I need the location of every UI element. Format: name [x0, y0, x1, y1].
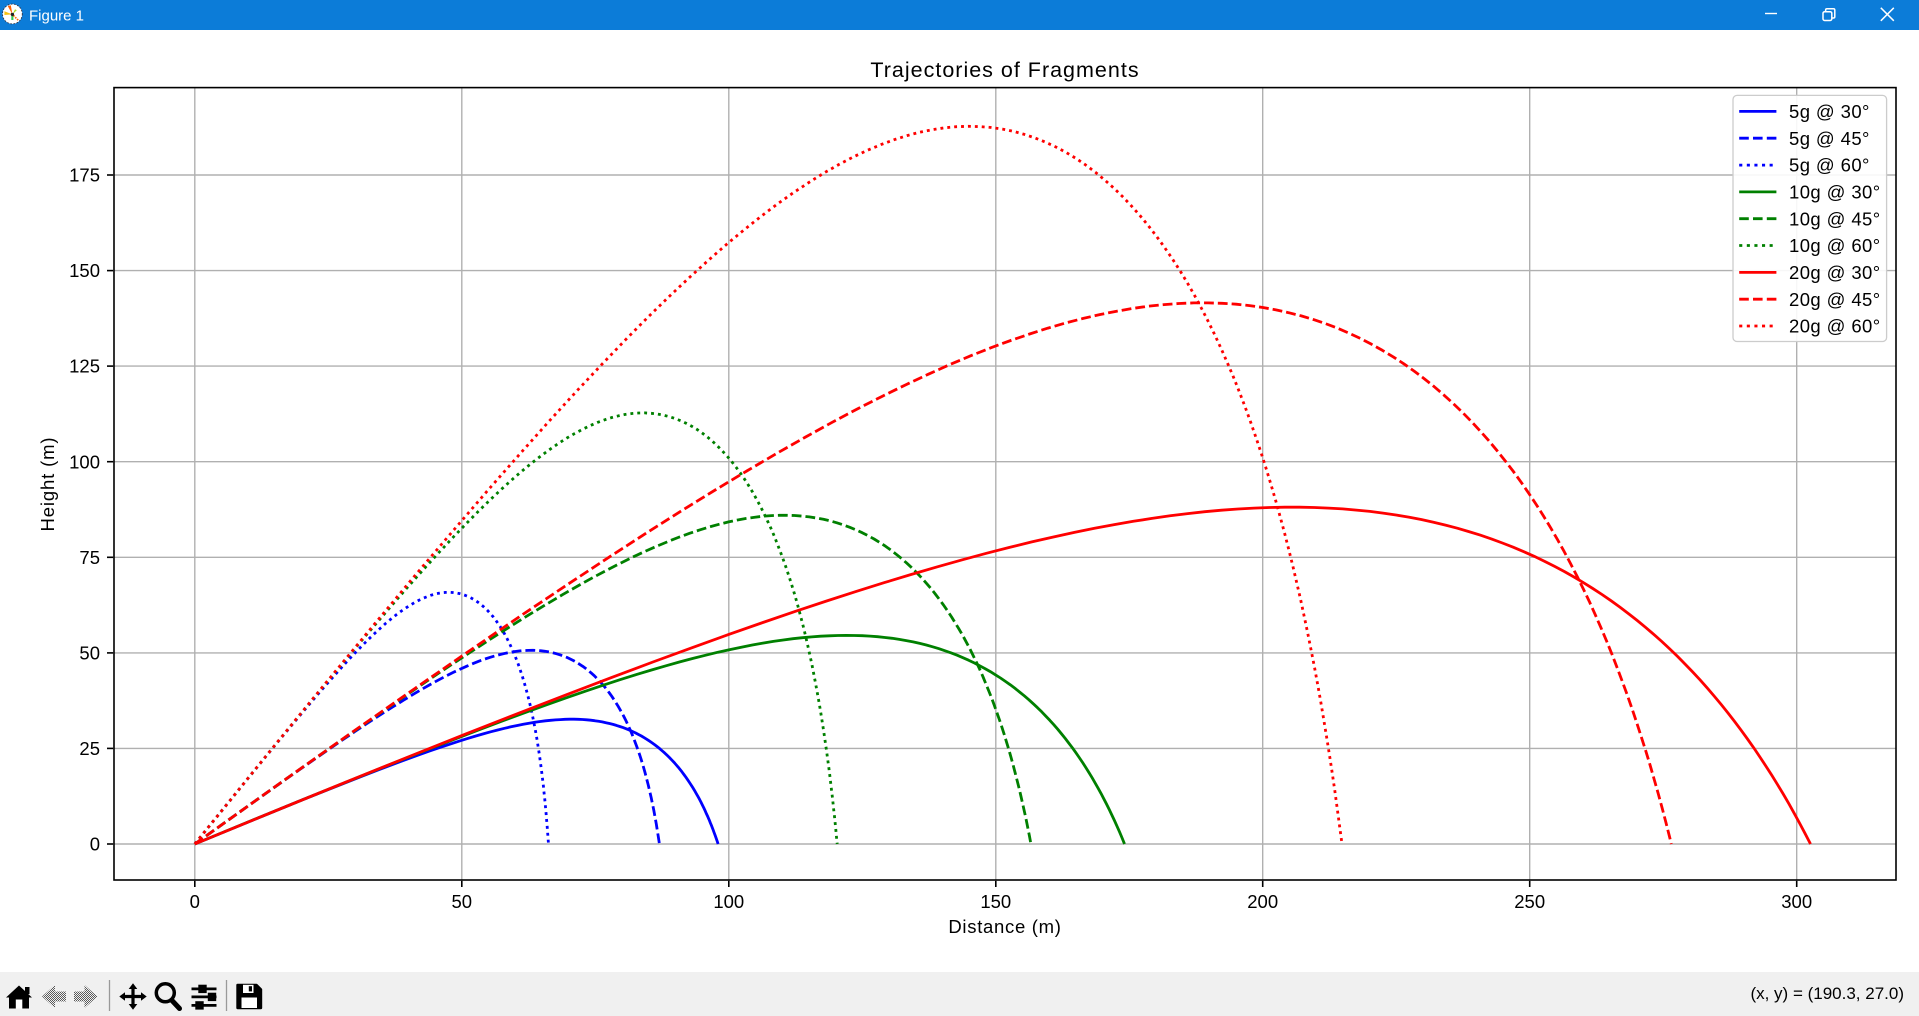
- svg-text:250: 250: [1514, 891, 1545, 912]
- svg-text:100: 100: [69, 451, 100, 472]
- svg-text:125: 125: [69, 356, 100, 377]
- svg-text:Height (m): Height (m): [37, 437, 58, 532]
- svg-text:50: 50: [79, 643, 100, 664]
- svg-text:Distance (m): Distance (m): [948, 916, 1061, 937]
- svg-text:5g @ 60°: 5g @ 60°: [1789, 155, 1870, 176]
- svg-text:0: 0: [190, 891, 200, 912]
- svg-text:5g @ 45°: 5g @ 45°: [1789, 128, 1870, 149]
- svg-text:10g @ 45°: 10g @ 45°: [1789, 208, 1881, 229]
- svg-text:200: 200: [1247, 891, 1278, 912]
- svg-text:150: 150: [980, 891, 1011, 912]
- svg-text:75: 75: [79, 547, 100, 568]
- svg-text:20g @ 30°: 20g @ 30°: [1789, 262, 1881, 283]
- svg-text:Trajectories of Fragments: Trajectories of Fragments: [870, 58, 1139, 82]
- svg-text:Figure 1: Figure 1: [29, 8, 84, 25]
- svg-text:50: 50: [452, 891, 473, 912]
- svg-text:25: 25: [79, 738, 100, 759]
- svg-text:10g @ 30°: 10g @ 30°: [1789, 182, 1881, 203]
- svg-text:175: 175: [69, 165, 100, 186]
- svg-text:10g @ 60°: 10g @ 60°: [1789, 235, 1881, 256]
- svg-text:300: 300: [1781, 891, 1812, 912]
- svg-text:150: 150: [69, 260, 100, 281]
- svg-text:100: 100: [713, 891, 744, 912]
- svg-text:20g @ 45°: 20g @ 45°: [1789, 289, 1881, 310]
- svg-text:0: 0: [90, 834, 100, 855]
- svg-text:5g @ 30°: 5g @ 30°: [1789, 101, 1870, 122]
- svg-text:20g @ 60°: 20g @ 60°: [1789, 316, 1881, 337]
